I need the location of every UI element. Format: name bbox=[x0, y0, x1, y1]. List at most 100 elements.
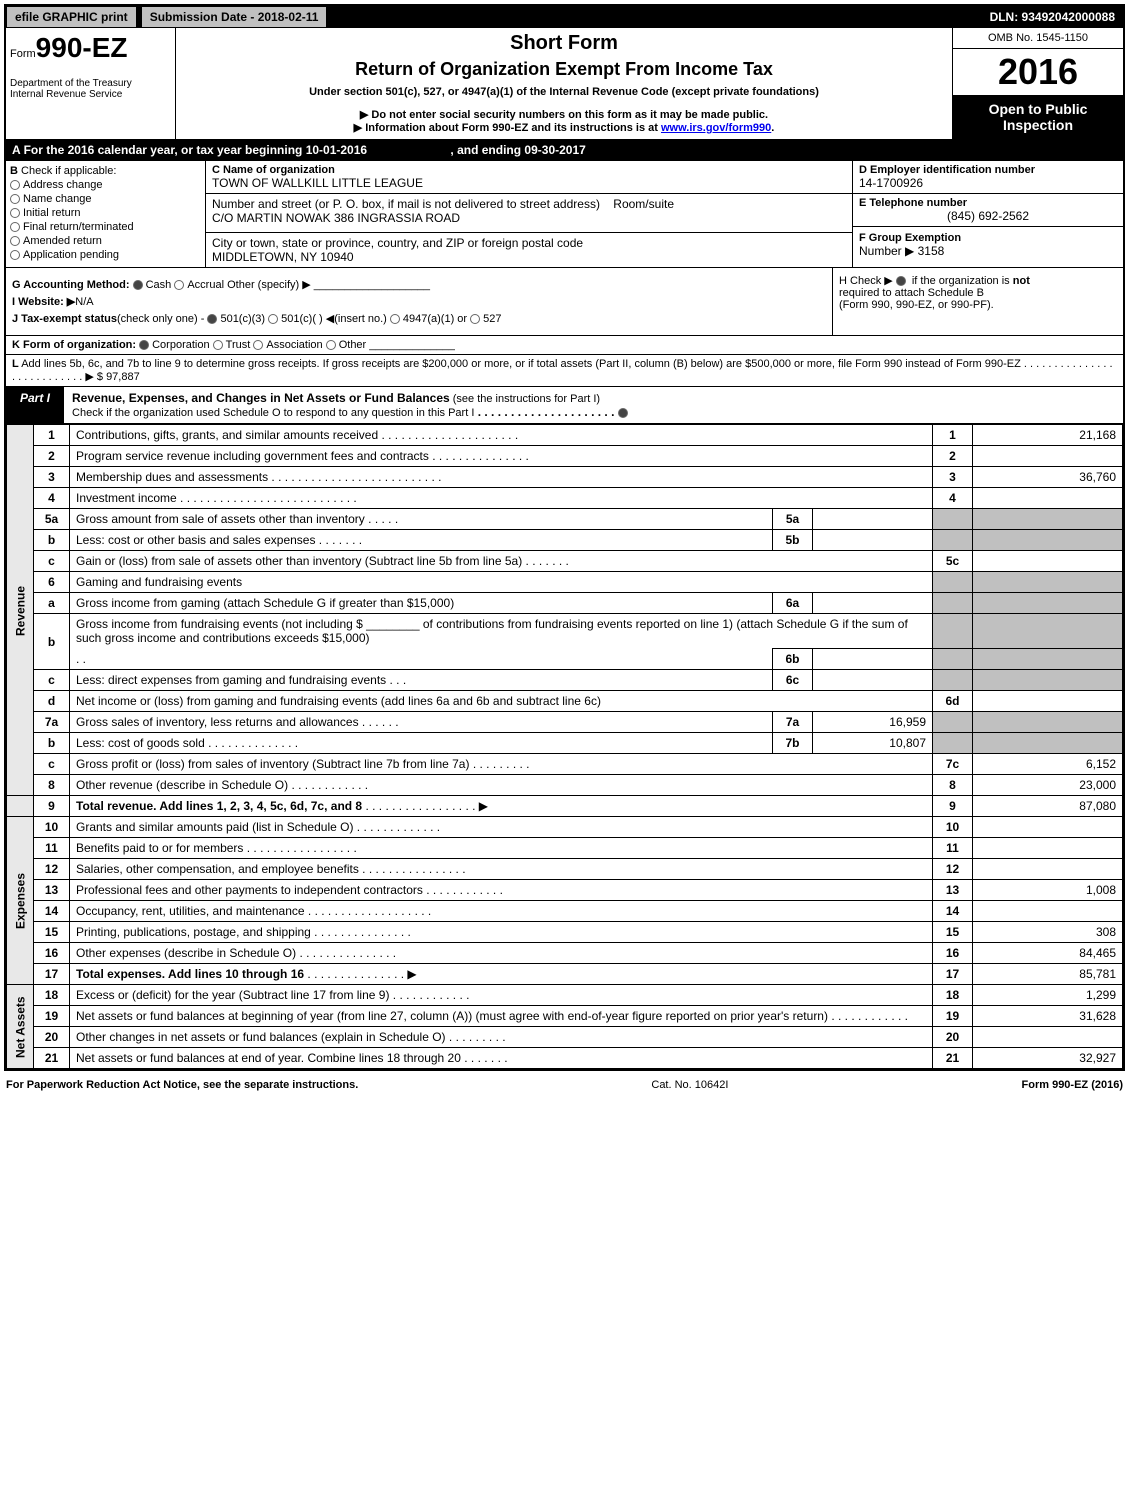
line4-amount bbox=[973, 488, 1123, 509]
line-i: I Website: ▶N/A bbox=[12, 295, 826, 308]
dept-irs: Internal Revenue Service bbox=[10, 89, 171, 100]
line6d-amount bbox=[973, 691, 1123, 712]
line17-amount: 85,781 bbox=[973, 964, 1123, 985]
group-exemption-value: 3158 bbox=[918, 244, 945, 258]
section-bf: B Check if applicable: Address change Na… bbox=[6, 161, 1123, 268]
form-prefix: Form bbox=[10, 48, 36, 60]
chk-address-change[interactable]: Address change bbox=[10, 179, 201, 191]
dept-treasury: Department of the Treasury bbox=[10, 78, 171, 89]
topbar: efile GRAPHIC print Submission Date - 20… bbox=[6, 6, 1123, 28]
line7c-amount: 6,152 bbox=[973, 754, 1123, 775]
f-number-label: Number ▶ bbox=[859, 244, 914, 258]
chk-name-change[interactable]: Name change bbox=[10, 193, 201, 205]
section-h: H Check ▶ if the organization is not req… bbox=[833, 268, 1123, 335]
org-address: C/O MARTIN NOWAK 386 INGRASSIA ROAD bbox=[212, 211, 846, 225]
open-to-public: Open to Public Inspection bbox=[953, 95, 1123, 139]
line6a-value bbox=[813, 593, 933, 614]
chk-cash[interactable] bbox=[133, 280, 143, 290]
line7a-value: 16,959 bbox=[813, 712, 933, 733]
part1-table: Revenue 1 Contributions, gifts, grants, … bbox=[6, 424, 1123, 1069]
org-name: TOWN OF WALLKILL LITTLE LEAGUE bbox=[212, 176, 846, 190]
chk-501c3[interactable] bbox=[207, 314, 217, 324]
line8-amount: 23,000 bbox=[973, 775, 1123, 796]
line20-amount bbox=[973, 1027, 1123, 1048]
part1-tab: Part I bbox=[6, 387, 64, 423]
omb-number: OMB No. 1545-1150 bbox=[953, 28, 1123, 49]
footer-catalog: Cat. No. 10642I bbox=[358, 1079, 1021, 1091]
form-page: efile GRAPHIC print Submission Date - 20… bbox=[4, 4, 1125, 1071]
header-mid: Short Form Return of Organization Exempt… bbox=[176, 28, 953, 139]
telephone-value: (845) 692-2562 bbox=[859, 209, 1117, 223]
org-city: MIDDLETOWN, NY 10940 bbox=[212, 250, 846, 264]
section-b: B Check if applicable: Address change Na… bbox=[6, 161, 206, 267]
line5b-value bbox=[813, 530, 933, 551]
header-right: OMB No. 1545-1150 2016 Open to Public In… bbox=[953, 28, 1123, 139]
line12-amount bbox=[973, 859, 1123, 880]
line16-amount: 84,465 bbox=[973, 943, 1123, 964]
irs-link[interactable]: www.irs.gov/form990 bbox=[661, 122, 771, 134]
chk-501c[interactable] bbox=[268, 314, 278, 324]
chk-accrual[interactable] bbox=[174, 280, 184, 290]
line6b-value bbox=[813, 649, 933, 670]
header-left: Form990-EZ Department of the Treasury In… bbox=[6, 28, 176, 139]
line5a-value bbox=[813, 509, 933, 530]
line6c-value bbox=[813, 670, 933, 691]
line-j: J Tax-exempt status(check only one) - 50… bbox=[12, 312, 826, 325]
return-title: Return of Organization Exempt From Incom… bbox=[180, 59, 948, 80]
short-form-title: Short Form bbox=[180, 32, 948, 55]
info-about: ▶ Information about Form 990-EZ and its … bbox=[180, 121, 948, 134]
dln-label: DLN: 93492042000088 bbox=[982, 7, 1123, 27]
do-not-enter: ▶ Do not enter social security numbers o… bbox=[180, 108, 948, 121]
chk-schedule-o[interactable] bbox=[618, 408, 628, 418]
section-def: D Employer identification number 14-1700… bbox=[853, 161, 1123, 267]
revenue-side-label: Revenue bbox=[7, 425, 34, 796]
line1-amount: 21,168 bbox=[973, 425, 1123, 446]
line11-amount bbox=[973, 838, 1123, 859]
line-k: K Form of organization: Corporation Trus… bbox=[6, 336, 1123, 355]
tax-year: 2016 bbox=[953, 49, 1123, 95]
chk-association[interactable] bbox=[253, 340, 263, 350]
gross-receipts-value: $ 97,887 bbox=[97, 371, 140, 383]
line19-amount: 31,628 bbox=[973, 1006, 1123, 1027]
section-ghij: G Accounting Method: Cash Accrual Other … bbox=[6, 268, 1123, 336]
section-c: C Name of organization TOWN OF WALLKILL … bbox=[206, 161, 853, 267]
chk-527[interactable] bbox=[470, 314, 480, 324]
gij-left: G Accounting Method: Cash Accrual Other … bbox=[6, 268, 833, 335]
line15-amount: 308 bbox=[973, 922, 1123, 943]
c-city-label: City or town, state or province, country… bbox=[212, 236, 846, 250]
section-cdef: C Name of organization TOWN OF WALLKILL … bbox=[206, 161, 1123, 267]
chk-application-pending[interactable]: Application pending bbox=[10, 249, 201, 261]
line2-amount bbox=[973, 446, 1123, 467]
chk-final-return[interactable]: Final return/terminated bbox=[10, 221, 201, 233]
c-addr-label: Number and street (or P. O. box, if mail… bbox=[212, 197, 600, 211]
line-a: A For the 2016 calendar year, or tax yea… bbox=[6, 140, 1123, 161]
under-section: Under section 501(c), 527, or 4947(a)(1)… bbox=[180, 86, 948, 98]
part1-header: Part I Revenue, Expenses, and Changes in… bbox=[6, 387, 1123, 424]
form-number: 990-EZ bbox=[36, 32, 128, 63]
chk-amended-return[interactable]: Amended return bbox=[10, 235, 201, 247]
website-value: N/A bbox=[75, 296, 93, 308]
c-room-label: Room/suite bbox=[613, 197, 674, 211]
chk-trust[interactable] bbox=[213, 340, 223, 350]
submission-date-button[interactable]: Submission Date - 2018-02-11 bbox=[141, 6, 328, 28]
line5c-amount bbox=[973, 551, 1123, 572]
efile-print-button[interactable]: efile GRAPHIC print bbox=[6, 6, 137, 28]
line14-amount bbox=[973, 901, 1123, 922]
chk-initial-return[interactable]: Initial return bbox=[10, 207, 201, 219]
ein-value: 14-1700926 bbox=[859, 176, 1117, 190]
line-g: G Accounting Method: Cash Accrual Other … bbox=[12, 278, 826, 291]
line18-amount: 1,299 bbox=[973, 985, 1123, 1006]
footer-left: For Paperwork Reduction Act Notice, see … bbox=[6, 1079, 358, 1091]
chk-schedule-b[interactable] bbox=[896, 276, 906, 286]
expenses-side-label: Expenses bbox=[7, 817, 34, 985]
line3-amount: 36,760 bbox=[973, 467, 1123, 488]
line21-amount: 32,927 bbox=[973, 1048, 1123, 1069]
chk-other-org[interactable] bbox=[326, 340, 336, 350]
page-footer: For Paperwork Reduction Act Notice, see … bbox=[0, 1075, 1129, 1095]
part1-title: Revenue, Expenses, and Changes in Net As… bbox=[64, 387, 1123, 423]
line7b-value: 10,807 bbox=[813, 733, 933, 754]
chk-4947[interactable] bbox=[390, 314, 400, 324]
line-l: L Add lines 5b, 6c, and 7b to line 9 to … bbox=[6, 355, 1123, 387]
e-tel-label: E Telephone number bbox=[859, 197, 1117, 209]
chk-corporation[interactable] bbox=[139, 340, 149, 350]
